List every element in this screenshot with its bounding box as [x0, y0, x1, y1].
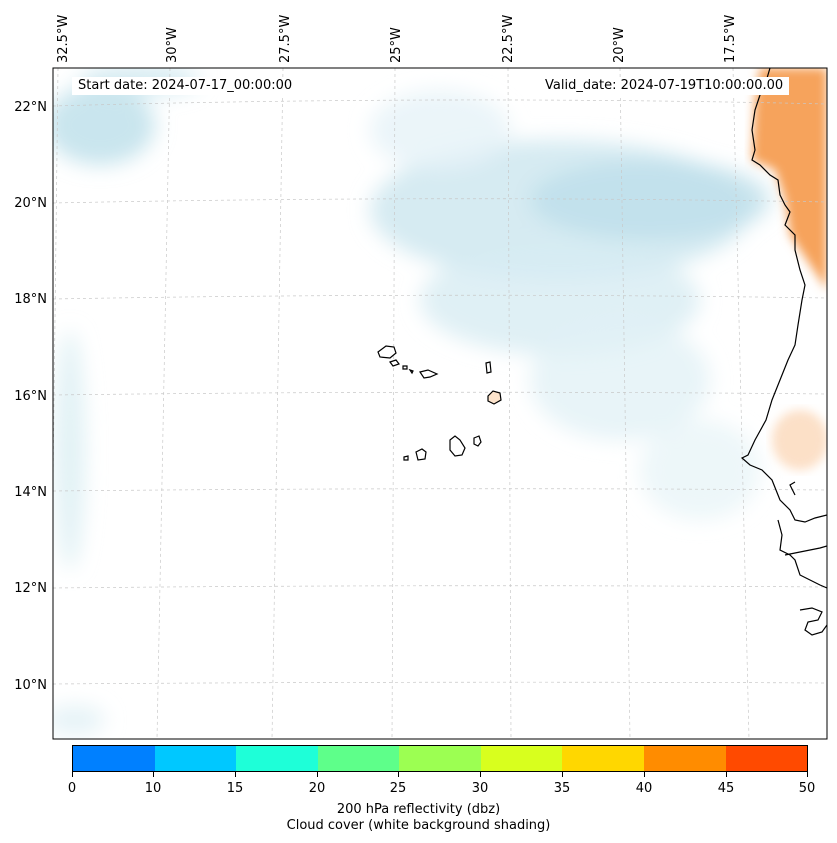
- colorbar-segment: [73, 746, 155, 771]
- lon-label-27-5w: 27.5°W: [278, 15, 293, 63]
- colorbar-title: 200 hPa reflectivity (dbz): [336, 802, 501, 817]
- lon-label-22-5w: 22.5°W: [501, 15, 516, 63]
- colorbar-segment: [317, 746, 400, 771]
- colorbar-segment: [562, 746, 644, 771]
- lat-label-20n: 20°N: [14, 196, 47, 211]
- colorbar-subtitle: Cloud cover (white background shading): [286, 818, 551, 833]
- lat-label-22n: 22°N: [14, 100, 47, 115]
- cape-verde-islands: [377, 345, 502, 461]
- reflectivity-shading: [752, 68, 827, 470]
- colorbar-tick-label: 35: [553, 781, 571, 796]
- graticule: [53, 68, 827, 739]
- colorbar-tick-label: 10: [144, 781, 162, 796]
- lon-label-32-5w: 32.5°W: [56, 15, 71, 63]
- colorbar-tick-label: 25: [389, 781, 407, 796]
- colorbar-segment: [725, 746, 808, 771]
- valid-date-label: Valid_date: 2024-07-19T10:00:00.00: [539, 77, 790, 95]
- lat-label-10n: 10°N: [14, 678, 47, 693]
- lon-label-17-5w: 17.5°W: [723, 15, 738, 63]
- map-frame: [52, 67, 828, 740]
- colorbar-segment: [399, 746, 481, 771]
- colorbar: [72, 745, 808, 772]
- lon-label-25w: 25°W: [389, 27, 404, 63]
- cloud-cover-shading: [53, 68, 770, 735]
- lon-label-20w: 20°W: [612, 27, 627, 63]
- colorbar-segment: [154, 746, 237, 771]
- colorbar-tick-label: 30: [471, 781, 489, 796]
- colorbar-tick-label: 20: [308, 781, 326, 796]
- lat-label-16n: 16°N: [14, 389, 47, 404]
- lat-label-18n: 18°N: [14, 292, 47, 307]
- colorbar-tick-label: 50: [798, 781, 816, 796]
- colorbar-tick-label: 40: [635, 781, 653, 796]
- colorbar-segment: [643, 746, 726, 771]
- colorbar-tick-label: 0: [67, 781, 77, 796]
- colorbar-segment: [236, 746, 318, 771]
- colorbar-tick-label: 45: [717, 781, 735, 796]
- start-date-label: Start date: 2024-07-17_00:00:00: [72, 77, 299, 95]
- africa-coastline: [740, 68, 827, 523]
- colorbar-tick-label: 15: [226, 781, 244, 796]
- lon-label-30w: 30°W: [165, 27, 180, 63]
- longitude-labels: 32.5°W 30°W 27.5°W 25°W 22.5°W 20°W 17.5…: [56, 15, 738, 63]
- lat-label-14n: 14°N: [14, 485, 47, 500]
- colorbar-segment: [480, 746, 563, 771]
- latitude-labels: 22°N 20°N 18°N 16°N 14°N 12°N 10°N: [14, 100, 47, 693]
- lat-label-12n: 12°N: [14, 581, 47, 596]
